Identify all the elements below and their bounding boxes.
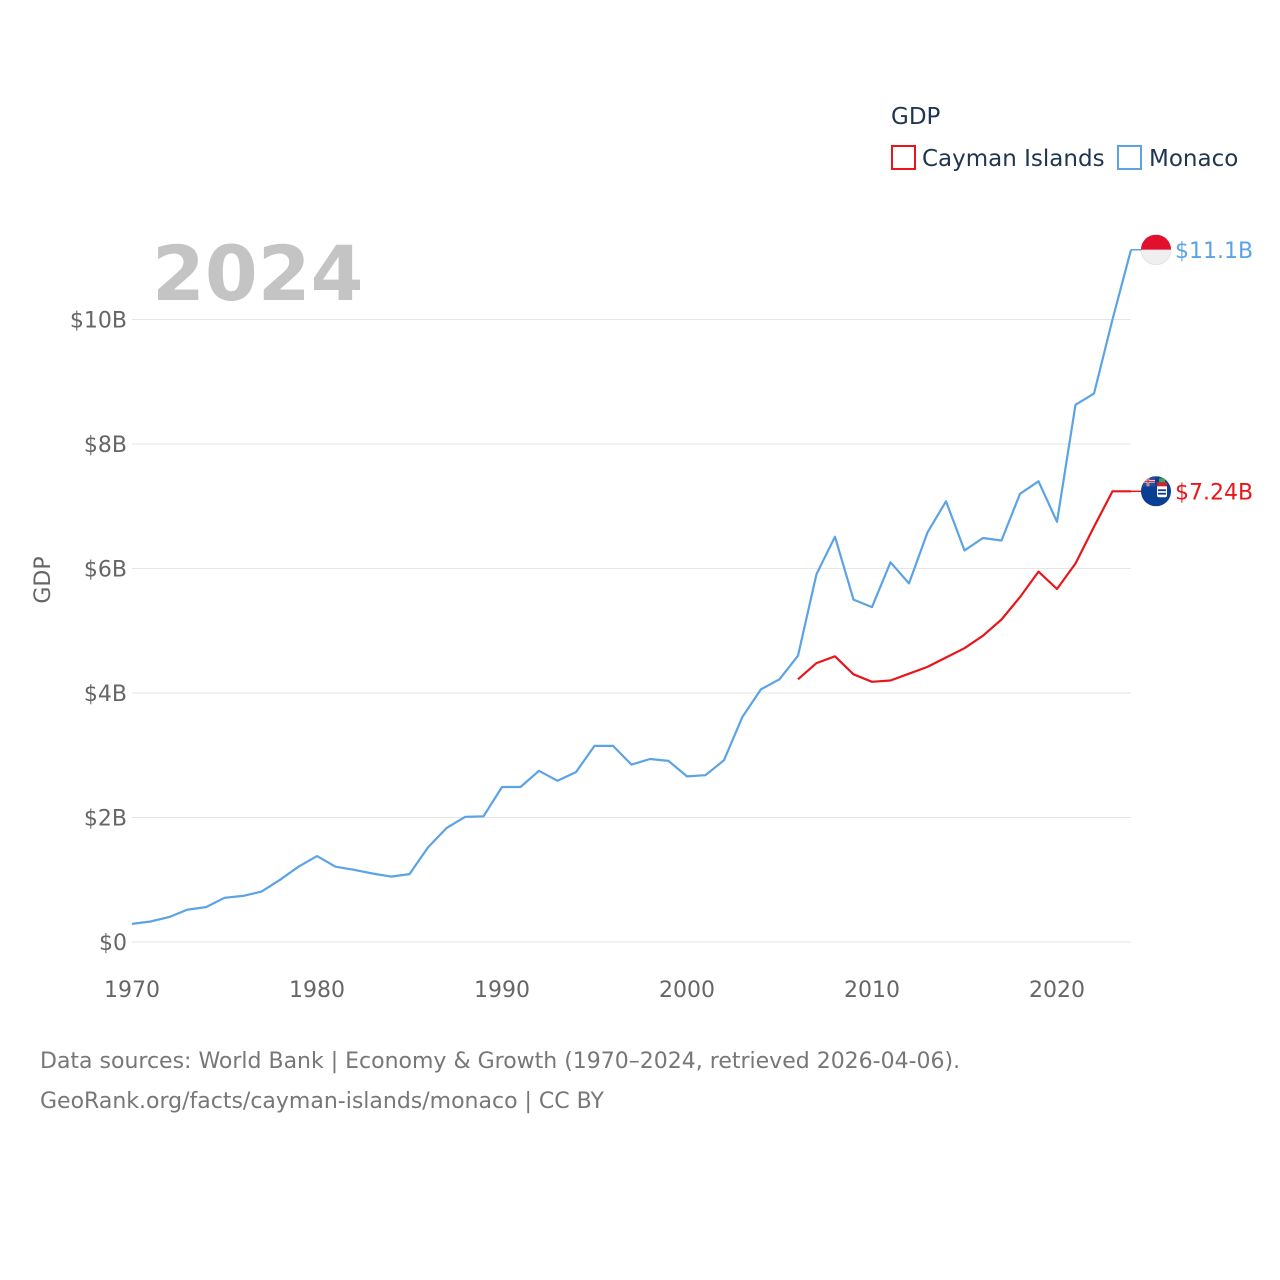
series-end-markers: $7.24B $11.1B <box>1131 234 1253 507</box>
gdp-line-chart: $0 $2B $4B $6B $8B $10B 1970 1980 1990 2000 2010 2… <box>31 104 1253 1003</box>
x-tick-label: 1970 <box>104 978 160 1003</box>
series-line-monaco <box>131 249 1133 925</box>
y-axis-title: GDP <box>31 556 56 603</box>
y-tick-label: $8B <box>84 433 127 458</box>
legend-swatch-monaco <box>1117 145 1142 170</box>
legend: GDP Cayman Islands Monaco <box>891 104 1238 172</box>
x-tick-label: 2020 <box>1029 978 1085 1003</box>
year-watermark: 2024 <box>152 229 364 318</box>
legend-item-cayman-islands[interactable]: Cayman Islands <box>891 145 1105 172</box>
legend-item-monaco[interactable]: Monaco <box>1117 145 1238 172</box>
end-value-label-monaco: $11.1B <box>1175 239 1253 264</box>
legend-swatch-cayman-islands <box>891 145 916 170</box>
series-line-cayman-islands <box>797 490 1131 683</box>
footer-sources: Data sources: World Bank | Economy & Gro… <box>40 1049 961 1074</box>
y-tick-label: $2B <box>84 807 127 832</box>
cayman-islands-flag-icon <box>1140 475 1172 507</box>
legend-title: GDP <box>891 104 941 130</box>
footer-attribution: GeoRank.org/facts/cayman-islands/monaco … <box>40 1089 604 1114</box>
y-tick-label: $4B <box>84 682 127 707</box>
x-axis-ticks: 1970 1980 1990 2000 2010 2020 <box>104 978 1085 1003</box>
x-tick-label: 1980 <box>289 978 345 1003</box>
x-tick-label: 1990 <box>474 978 530 1003</box>
y-tick-label: $6B <box>84 558 127 583</box>
x-tick-label: 2000 <box>659 978 715 1003</box>
legend-label-monaco: Monaco <box>1149 146 1238 172</box>
chart-footer: Data sources: World Bank | Economy & Gro… <box>40 1042 1260 1122</box>
end-value-label-cayman-islands: $7.24B <box>1175 480 1253 505</box>
y-tick-label: $0 <box>99 931 127 956</box>
x-tick-label: 2010 <box>844 978 900 1003</box>
grid-lines <box>132 319 1131 943</box>
legend-label-cayman-islands: Cayman Islands <box>922 146 1105 172</box>
series-lines <box>131 249 1133 925</box>
monaco-flag-icon <box>1140 234 1172 266</box>
y-axis-ticks: $0 $2B $4B $6B $8B $10B <box>70 309 127 957</box>
y-tick-label: $10B <box>70 309 127 334</box>
